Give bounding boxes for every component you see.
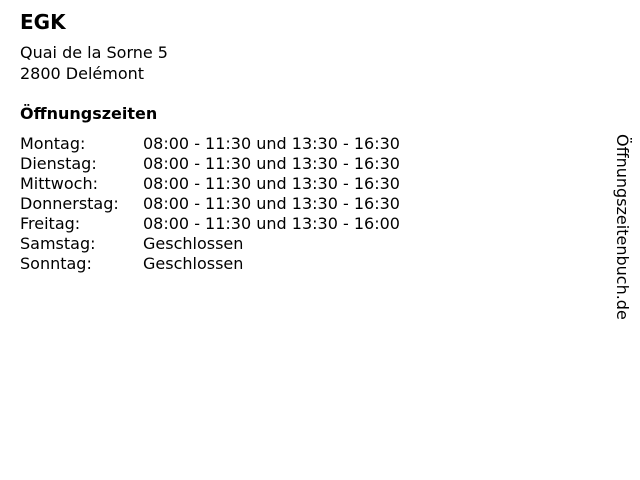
day-label: Samstag: (20, 234, 96, 253)
hours-table: Montag: 08:00 - 11:30 und 13:30 - 16:30 D… (20, 134, 400, 274)
hours-row: Samstag: Geschlossen (20, 234, 400, 254)
time-value: 08:00 - 11:30 und 13:30 - 16:30 (143, 174, 400, 193)
time-value: 08:00 - 11:30 und 13:30 - 16:30 (143, 194, 400, 213)
day-label: Freitag: (20, 214, 81, 233)
time-value: 08:00 - 11:30 und 13:30 - 16:00 (143, 214, 400, 233)
time-value: 08:00 - 11:30 und 13:30 - 16:30 (143, 134, 400, 153)
hours-row: Mittwoch: 08:00 - 11:30 und 13:30 - 16:30 (20, 174, 400, 194)
day-label: Sonntag: (20, 254, 92, 273)
day-label: Dienstag: (20, 154, 97, 173)
day-label: Montag: (20, 134, 86, 153)
address-street: Quai de la Sorne 5 (20, 43, 168, 62)
time-value: 08:00 - 11:30 und 13:30 - 16:30 (143, 154, 400, 173)
address-city: 2800 Delémont (20, 64, 145, 83)
hours-row: Montag: 08:00 - 11:30 und 13:30 - 16:30 (20, 134, 400, 154)
watermark-text: Öffnungszeitenbuch.de (613, 134, 632, 320)
hours-row: Freitag: 08:00 - 11:30 und 13:30 - 16:00 (20, 214, 400, 234)
day-label: Donnerstag: (20, 194, 119, 213)
day-label: Mittwoch: (20, 174, 98, 193)
time-value: Geschlossen (143, 234, 244, 253)
business-name: EGK (20, 10, 66, 34)
hours-row: Donnerstag: 08:00 - 11:30 und 13:30 - 16:… (20, 194, 400, 214)
hours-heading: Öffnungszeiten (20, 104, 158, 123)
hours-row: Dienstag: 08:00 - 11:30 und 13:30 - 16:30 (20, 154, 400, 174)
time-value: Geschlossen (143, 254, 244, 273)
hours-row: Sonntag: Geschlossen (20, 254, 400, 274)
